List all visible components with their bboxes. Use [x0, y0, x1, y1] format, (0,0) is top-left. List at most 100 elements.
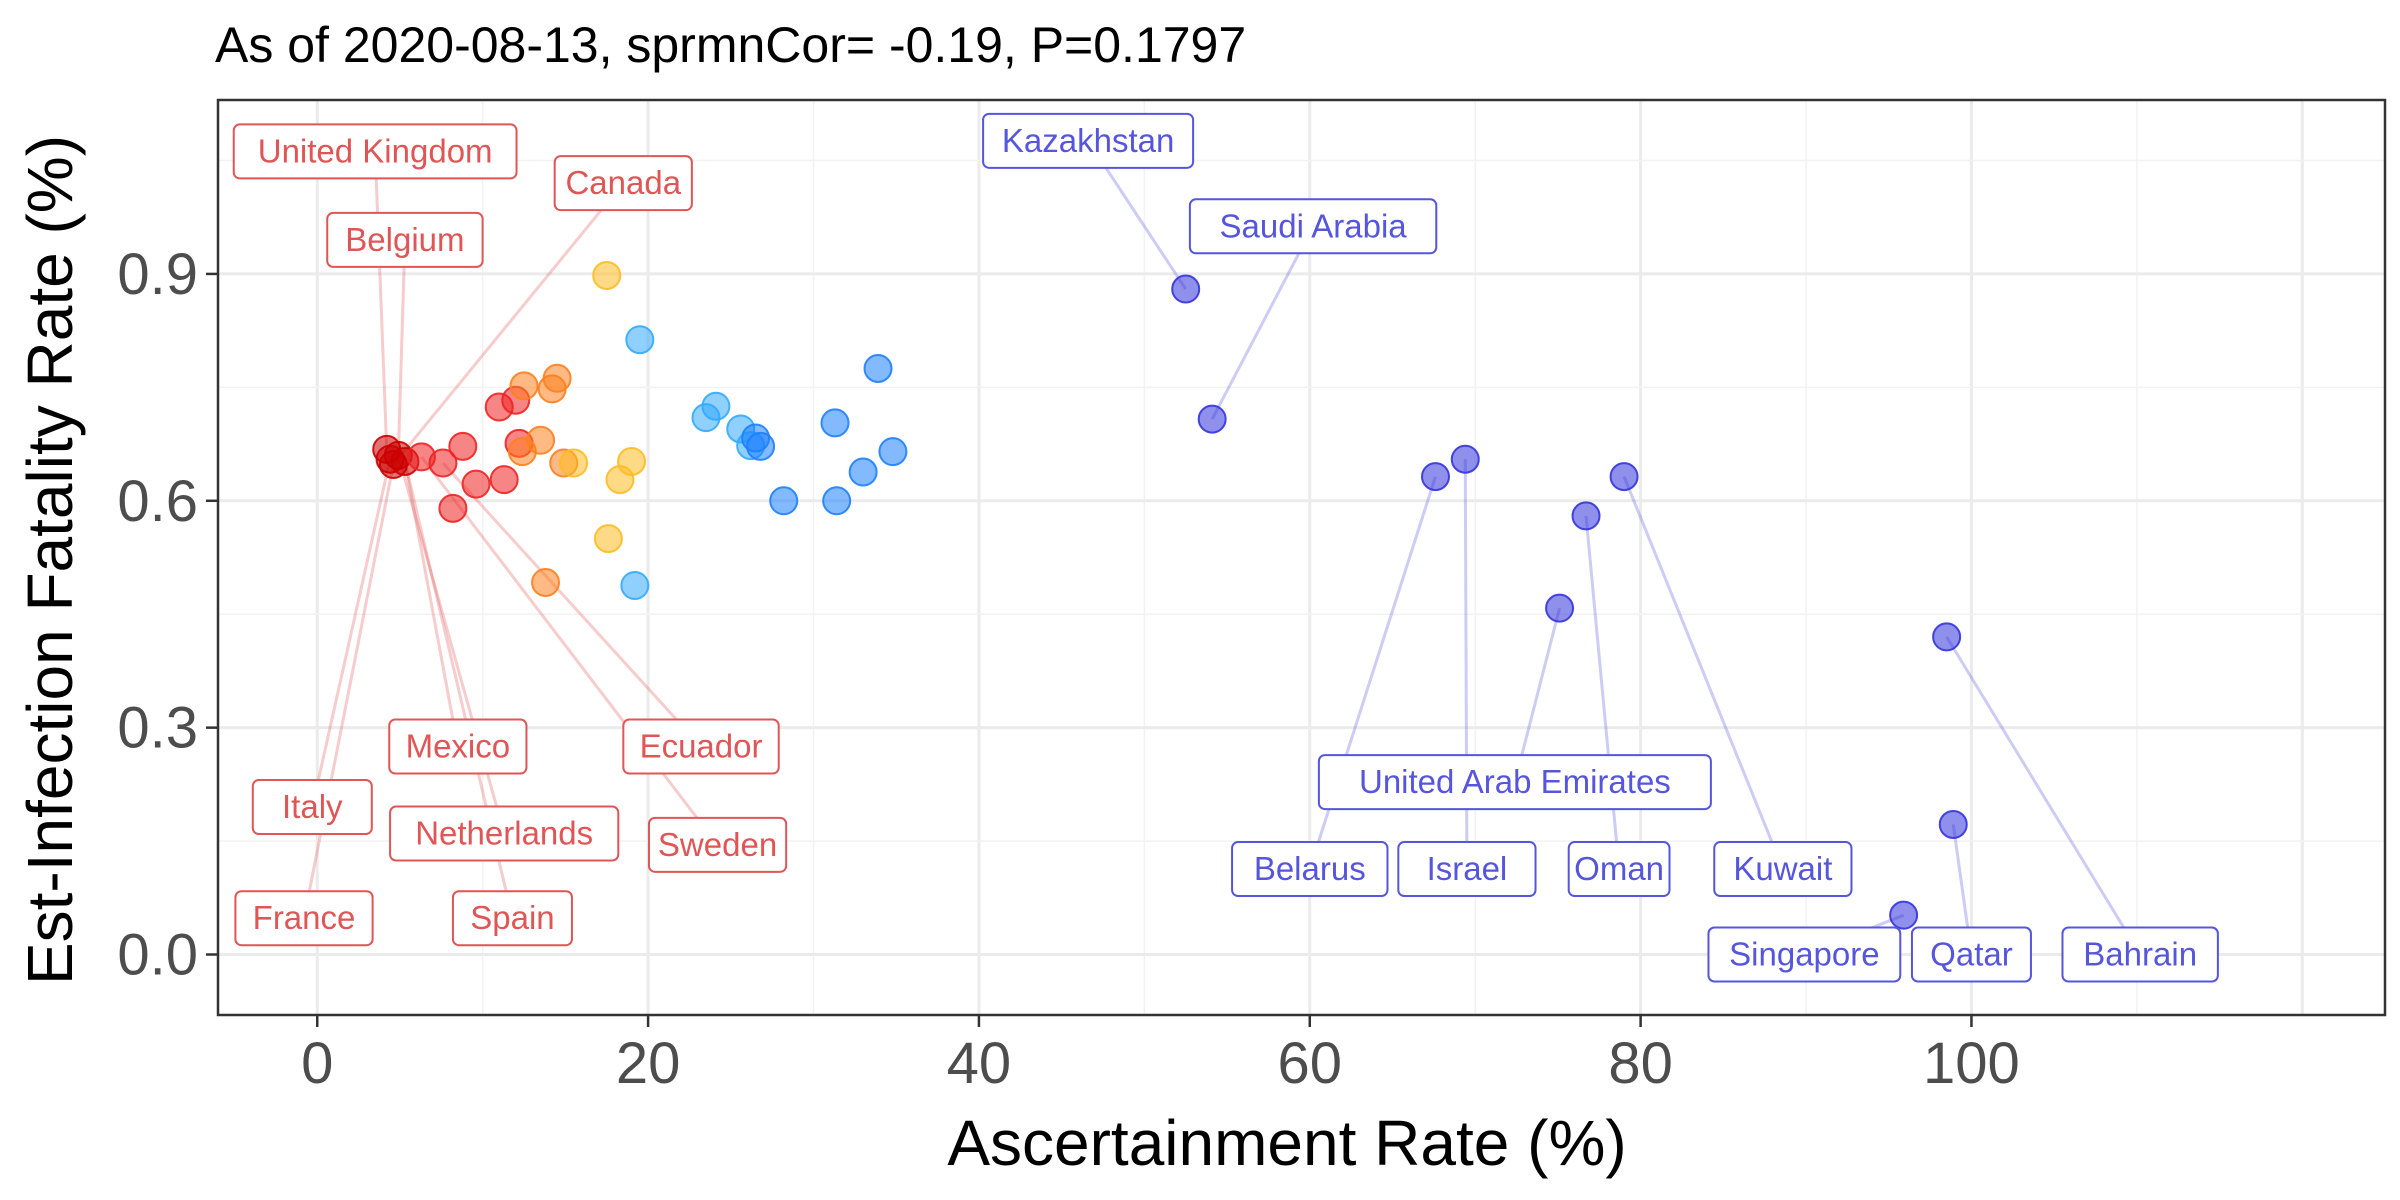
point-label: Israel — [1397, 841, 1537, 898]
point-label: Saudi Arabia — [1188, 198, 1438, 255]
point-label-text: United Arab Emirates — [1359, 763, 1671, 800]
data-point — [592, 260, 622, 290]
data-point — [526, 425, 556, 455]
point-label-text: Qatar — [1930, 936, 2013, 973]
point-labels: United Kingdom Canada Belgium Mexico Ecuador… — [232, 112, 2219, 983]
point-label-box — [1231, 841, 1389, 898]
data-point — [1571, 501, 1601, 531]
point-label-text: Bahrain — [2083, 936, 2197, 973]
data-point — [593, 524, 623, 554]
label-connector-line — [1945, 636, 2142, 956]
data-point — [531, 567, 561, 597]
y-tick-label: 0.0 — [117, 923, 198, 988]
point-label: United Kingdom — [232, 123, 518, 180]
point-label-box — [622, 718, 780, 775]
point-label: Kazakhstan — [982, 112, 1195, 169]
point-label: Sweden — [647, 816, 788, 873]
point-label: Netherlands — [389, 805, 620, 862]
x-tick-label: 60 — [1278, 1031, 1343, 1096]
point-label-text: Oman — [1574, 850, 1664, 887]
data-point — [559, 448, 589, 478]
data-point — [1197, 404, 1227, 434]
data-point — [542, 363, 572, 393]
point-label-box — [451, 890, 573, 947]
point-label-text: Kuwait — [1733, 850, 1832, 887]
point-label: Qatar — [1910, 926, 2032, 983]
point-label: Canada — [553, 155, 693, 212]
point-label-text: United Kingdom — [258, 132, 493, 169]
point-label-box — [1188, 198, 1438, 255]
data-point — [820, 408, 850, 438]
label-connector-line — [392, 182, 625, 466]
data-point — [1450, 444, 1480, 474]
point-label: Bahrain — [2061, 926, 2219, 983]
point-label: Spain — [451, 890, 573, 947]
y-axis-ticks: 0.0 0.3 0.6 0.9 — [117, 242, 218, 988]
x-axis-ticks: 0 20 40 60 80 100 — [301, 1015, 2020, 1096]
label-connector-line — [310, 458, 392, 808]
point-label-box — [1910, 926, 2032, 983]
point-label-text: Ecuador — [640, 728, 763, 765]
y-axis-label: Est-Infection Fatality Rate (%) — [14, 135, 86, 985]
data-point — [625, 325, 655, 355]
data-point — [448, 431, 478, 461]
data-point — [438, 493, 468, 523]
label-connector-line — [403, 461, 460, 747]
data-point — [489, 465, 519, 495]
label-connector-line — [1584, 515, 1621, 870]
data-point — [375, 444, 405, 474]
data-point — [1609, 462, 1639, 492]
point-label-box — [232, 123, 518, 180]
point-label-text: Sweden — [658, 826, 777, 863]
data-point — [822, 486, 852, 516]
point-label-text: Singapore — [1729, 936, 1879, 973]
point-label: Ecuador — [622, 718, 780, 775]
label-connector-line — [1622, 476, 1785, 870]
point-label: Italy — [251, 779, 373, 836]
data-points — [372, 260, 1968, 930]
point-label: France — [234, 890, 374, 947]
x-tick-label: 80 — [1608, 1031, 1673, 1096]
point-label-box — [326, 211, 484, 268]
label-connector-line — [420, 456, 719, 846]
point-label-box — [1707, 926, 1902, 983]
data-point — [1889, 900, 1919, 930]
point-label-box — [389, 805, 620, 862]
plot-panel-border — [216, 98, 2387, 1017]
point-label-box — [647, 816, 788, 873]
point-label-text: Belarus — [1254, 850, 1366, 887]
data-point — [620, 570, 650, 600]
point-label-box — [388, 718, 528, 775]
point-label-text: Canada — [565, 164, 681, 201]
point-label-text: Israel — [1427, 850, 1508, 887]
data-point — [769, 486, 799, 516]
point-label: Oman — [1567, 841, 1671, 898]
point-label-text: Saudi Arabia — [1220, 207, 1408, 244]
data-point — [848, 457, 878, 487]
data-point — [509, 371, 539, 401]
point-label: Belgium — [326, 211, 484, 268]
label-connector-line — [1210, 225, 1315, 420]
point-label-text: France — [253, 899, 356, 936]
point-label: Mexico — [388, 718, 528, 775]
point-label-text: Italy — [282, 788, 343, 825]
data-point — [1932, 622, 1962, 652]
x-axis-label: Ascertainment Rate (%) — [947, 1107, 1626, 1179]
label-connector-line — [396, 239, 407, 456]
data-point — [878, 437, 908, 467]
x-tick-label: 100 — [1923, 1031, 2020, 1096]
data-point — [1545, 593, 1575, 623]
data-point — [428, 448, 458, 478]
x-tick-label: 0 — [301, 1031, 333, 1096]
point-label-text: Netherlands — [415, 815, 593, 852]
label-connector-line — [302, 464, 395, 919]
point-label-text: Spain — [470, 899, 554, 936]
label-connector-line — [441, 461, 703, 748]
data-point — [746, 431, 776, 461]
point-label-box — [1713, 841, 1853, 898]
point-label-box — [1567, 841, 1671, 898]
y-tick-label: 0.9 — [117, 242, 198, 307]
data-point — [701, 391, 731, 421]
data-point — [1171, 274, 1201, 304]
